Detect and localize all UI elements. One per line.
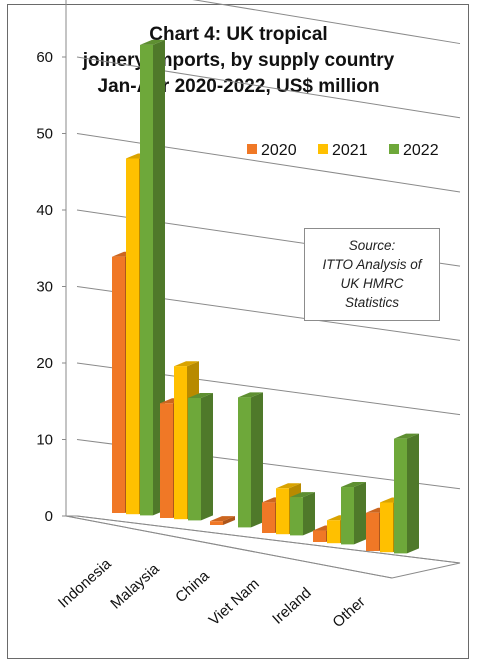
y-tick-label: 40 — [36, 202, 53, 219]
bar-front — [126, 158, 139, 515]
y-tick-label: 10 — [36, 432, 53, 449]
legend-swatch — [389, 144, 399, 154]
bar-top — [394, 433, 419, 439]
source-line-4: Statistics — [344, 295, 399, 310]
bar-front — [174, 366, 187, 520]
bar-side — [354, 482, 366, 545]
chart-title-line-3: Jan-Apr 2020-2022, US$ million — [97, 76, 380, 97]
bar-top — [276, 483, 301, 489]
bar-china-2022 — [238, 392, 263, 528]
bar-front — [210, 521, 223, 525]
y-tick-label: 0 — [45, 508, 53, 525]
legend-label: 2022 — [403, 142, 439, 159]
x-tick-label: Other — [329, 593, 368, 631]
y-tick-label: 30 — [36, 279, 53, 296]
bar-side — [251, 392, 263, 528]
bar-ireland-2022 — [341, 482, 366, 545]
source-line-3: UK HMRC — [340, 276, 404, 291]
bar-indonesia-2022 — [140, 39, 165, 516]
bar-china-2020 — [210, 516, 235, 525]
bar-viet-nam-2022 — [290, 492, 315, 536]
bar-front — [366, 512, 379, 551]
legend-label: 2020 — [261, 142, 297, 159]
bar-front — [394, 438, 407, 554]
bar-front — [380, 502, 393, 553]
legend-swatch — [318, 144, 328, 154]
bar-front — [290, 497, 303, 536]
x-tick-label: Indonesia — [55, 555, 115, 612]
legend-label: 2021 — [332, 142, 368, 159]
bar-top — [174, 361, 199, 367]
bar-front — [112, 256, 125, 513]
chart-title-line-1: Chart 4: UK tropical — [149, 24, 328, 45]
bar-top — [238, 392, 263, 398]
bar-top — [188, 393, 213, 398]
bar-front — [262, 502, 275, 533]
y-tick-label: 60 — [36, 49, 53, 66]
y-tick-label: 20 — [36, 355, 53, 372]
bar-top — [341, 482, 366, 488]
gridline — [192, 0, 461, 45]
bar-side — [407, 433, 419, 554]
bar-front — [188, 398, 201, 521]
gridline — [76, 56, 461, 119]
bar-side — [201, 393, 213, 521]
legend-swatch — [247, 144, 257, 154]
x-tick-label: Ireland — [269, 584, 314, 627]
x-tick-label: Malaysia — [107, 560, 163, 613]
x-tick-label: China — [172, 567, 213, 606]
source-line-1: Source: — [348, 238, 396, 253]
bar-front — [238, 397, 251, 528]
source-annotation: Source: ITTO Analysis of UK HMRC Statist… — [304, 228, 440, 321]
source-line-2: ITTO Analysis of — [322, 257, 422, 272]
bar-front — [313, 530, 326, 542]
bar-other-2022 — [394, 433, 419, 554]
bar-side — [223, 516, 235, 525]
bar-front — [160, 403, 173, 518]
bar-front — [341, 487, 354, 545]
bar-front — [276, 488, 289, 535]
bar-malaysia-2022 — [188, 393, 213, 521]
bar-top — [210, 516, 235, 522]
x-axis-line — [65, 515, 393, 579]
bar-front — [140, 44, 153, 516]
bar-top — [140, 39, 165, 45]
bar-side — [153, 39, 165, 516]
x-tick-label: Viet Nam — [206, 575, 263, 629]
bar-side — [303, 492, 315, 536]
bar-front — [327, 520, 340, 544]
bar-top — [290, 492, 315, 498]
y-tick-label: 50 — [36, 126, 53, 143]
